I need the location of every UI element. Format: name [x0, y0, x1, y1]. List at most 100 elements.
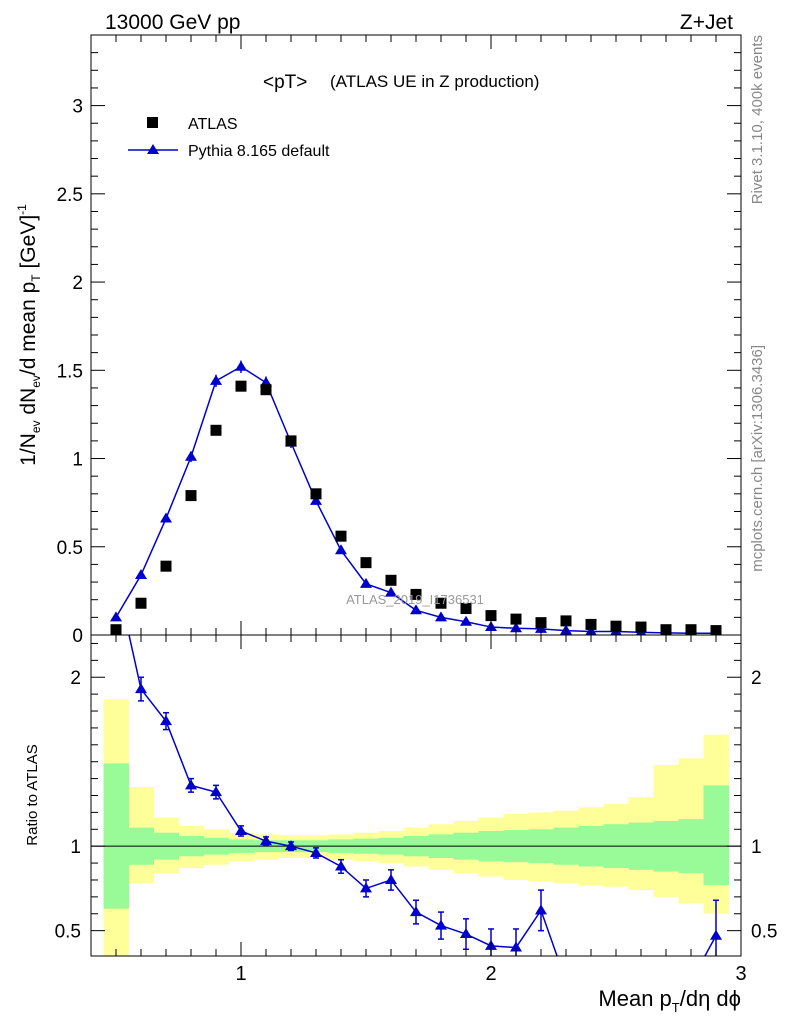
legend-atlas-label: ATLAS: [188, 116, 238, 133]
ratio-point: [460, 928, 472, 939]
rivet-version-label: Rivet 3.1.10, 400k events: [749, 35, 766, 204]
ratio-y-tick-label-right: 2: [751, 668, 762, 689]
pythia-point: [510, 622, 522, 633]
atlas-point: [310, 488, 322, 500]
atlas-point: [485, 610, 497, 622]
ratio-point: [260, 835, 272, 846]
ratio-point: [210, 786, 222, 797]
pythia-point: [260, 376, 272, 387]
uncertainty-band-green: [703, 785, 729, 886]
x-axis-label: Mean pT/dη dϕ: [598, 986, 741, 1015]
ratio-point: [235, 824, 247, 835]
ratio-point: [310, 846, 322, 857]
mcplots-label: mcplots.cern.ch [arXiv:1306.3436]: [749, 345, 766, 572]
pythia-point: [335, 544, 347, 555]
main-y-tick-label: 3: [72, 97, 83, 118]
pythia-point: [110, 611, 122, 622]
atlas-point: [410, 588, 422, 600]
atlas-point: [135, 597, 147, 609]
ratio-point: [610, 975, 622, 985]
ratio-point: [560, 975, 572, 985]
atlas-point: [210, 424, 222, 436]
ratio-y-tick-label-right: 0.5: [751, 922, 777, 943]
pythia-point: [135, 569, 147, 579]
ratio-point: [360, 882, 372, 893]
pythia-point: [160, 512, 172, 523]
ratio-y-tick-label: 1: [70, 837, 81, 858]
atlas-point: [535, 617, 547, 629]
plot-subtitle: (ATLAS UE in Z production): [330, 72, 539, 91]
ratio-point: [335, 860, 347, 871]
ratio-y-axis: 0.5 0.5 1 1 2 2: [55, 642, 777, 943]
legend-pythia-marker: [147, 144, 159, 154]
ratio-y-tick-label: 0.5: [55, 922, 81, 943]
main-panel: 0 0.5 1 1.5 2 2.5 3 <pT> (ATLAS UE in Z produc…: [15, 34, 742, 647]
ratio-point: [510, 941, 522, 952]
ratio-y-tick-label-right: 1: [751, 837, 762, 858]
pythia-point: [460, 615, 472, 626]
x-tick-label: 2: [485, 963, 496, 985]
ratio-point: [585, 975, 597, 985]
header-collision: 13000 GeV pp: [105, 11, 240, 34]
legend: ATLAS Pythia 8.165 default: [128, 116, 330, 160]
ratio-point: [160, 715, 172, 726]
ratio-plot-area: [91, 570, 741, 985]
atlas-point: [360, 557, 372, 569]
ratio-point: [635, 975, 647, 985]
atlas-point: [185, 490, 197, 502]
atlas-point: [610, 620, 622, 632]
ratio-point: [135, 683, 147, 694]
ratio-point: [110, 570, 122, 580]
main-y-label: 1/Nev dNev/d mean pT [GeV]-1: [15, 204, 43, 466]
main-y-tick-label: 1.5: [57, 361, 83, 382]
ratio-point: [285, 840, 297, 851]
pythia-point: [185, 450, 197, 461]
uncertainty-band-green: [103, 763, 129, 909]
pythia-point: [385, 586, 397, 597]
plot-title: <pT>: [263, 72, 307, 93]
x-tick-label: 1: [235, 963, 246, 985]
atlas-point: [560, 615, 572, 627]
ratio-x-axis: 1 2 3: [115, 635, 747, 985]
atlas-point: [585, 618, 597, 630]
atlas-point: [635, 621, 647, 633]
ratio-point: [710, 929, 722, 940]
ratio-point: [660, 975, 672, 985]
atlas-point: [235, 380, 247, 392]
atlas-point: [460, 603, 472, 615]
main-y-tick-label: 2: [72, 273, 83, 294]
atlas-point: [285, 435, 297, 447]
main-y-tick-label: 1: [72, 450, 83, 471]
pythia-point: [435, 611, 447, 622]
ratio-point: [185, 779, 197, 790]
pythia-point: [360, 577, 372, 588]
ratio-point: [685, 975, 697, 985]
ratio-panel: 0.5 0.5 1 1 2 2 1 2 3 Ratio to ATLAS Mean pT/dη…: [24, 570, 777, 1015]
ratio-point: [385, 873, 397, 884]
main-y-tick-label: 2.5: [57, 185, 83, 206]
atlas-point: [385, 574, 397, 586]
main-y-axis: 0 0.5 1 1.5 2 2.5 3: [57, 52, 741, 647]
legend-pythia-label: Pythia 8.165 default: [188, 143, 330, 160]
ratio-point: [435, 919, 447, 930]
main-x-axis: [115, 35, 717, 635]
pythia-point: [310, 494, 322, 505]
atlas-point: [260, 384, 272, 396]
x-tick-label: 3: [735, 963, 746, 985]
pythia-point: [210, 374, 222, 385]
header-process: Z+Jet: [680, 11, 733, 34]
atlas-point: [160, 560, 172, 572]
main-y-tick-label: 0: [72, 626, 83, 647]
analysis-watermark: ATLAS_2019_I1736531: [346, 592, 484, 607]
pythia-point: [235, 360, 247, 371]
atlas-point: [510, 613, 522, 625]
legend-atlas-marker: [147, 117, 158, 128]
pythia-point: [410, 604, 422, 615]
ratio-point: [535, 904, 547, 915]
atlas-point: [435, 597, 447, 609]
main-y-tick-label: 0.5: [57, 538, 83, 559]
ratio-y-tick-label: 2: [70, 668, 81, 689]
ratio-y-label: Ratio to ATLAS: [24, 744, 41, 845]
atlas-point: [335, 530, 347, 542]
